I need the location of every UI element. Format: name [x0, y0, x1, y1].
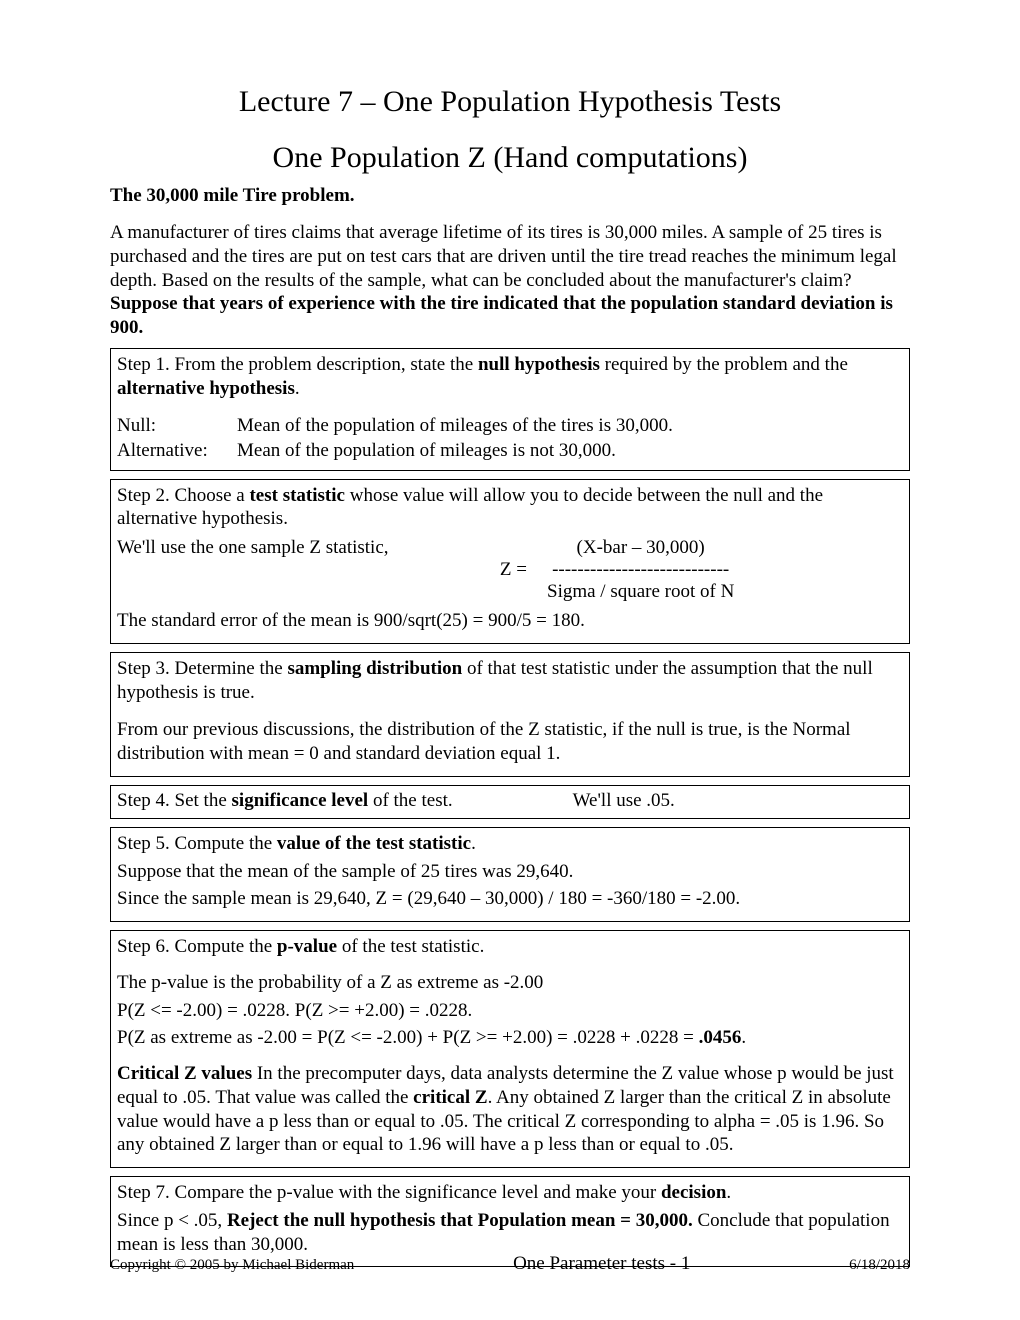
step7-conclusion: Since p < .05, Reject the null hypothesi…	[117, 1209, 903, 1257]
step3-body: From our previous discussions, the distr…	[117, 718, 903, 766]
null-hypothesis-row: Null: Mean of the population of mileages…	[117, 414, 903, 439]
z-equals: Z =	[397, 559, 547, 581]
step3-box: Step 3. Determine the sampling distribut…	[110, 652, 910, 777]
t: alternative hypothesis	[117, 378, 295, 399]
step5-box: Step 5. Compute the value of the test st…	[110, 827, 910, 922]
t: Step 1. From the problem description, st…	[117, 354, 478, 375]
page-footer: Copyright © 2005 by Michael Biderman One…	[110, 1253, 910, 1275]
step7-heading: Step 7. Compare the p-value with the sig…	[117, 1181, 903, 1205]
critical-z-paragraph: Critical Z values In the precomputer day…	[117, 1062, 903, 1157]
t: test statistic	[249, 485, 345, 506]
t: .	[726, 1182, 731, 1203]
intro-paragraph: A manufacturer of tires claims that aver…	[110, 221, 910, 340]
t: Step 6. Compute the	[117, 936, 277, 957]
t: .	[741, 1027, 746, 1048]
intro-bold: Suppose that years of experience with th…	[110, 293, 893, 338]
step6-l2: The p-value is the probability of a Z as…	[117, 971, 903, 995]
frac-line: ----------------------------	[547, 559, 734, 581]
t: value of the test statistic	[277, 833, 471, 854]
step4-heading: Step 4. Set the significance level of th…	[117, 790, 453, 812]
step2-box: Step 2. Choose a test statistic whose va…	[110, 479, 910, 644]
step2-heading: Step 2. Choose a test statistic whose va…	[117, 484, 903, 532]
step4-box: Step 4. Set the significance level of th…	[110, 785, 910, 819]
alt-label: Alternative:	[117, 439, 237, 464]
section-title: One Population Z (Hand computations)	[110, 141, 910, 175]
step6-box: Step 6. Compute the p-value of the test …	[110, 930, 910, 1168]
step4-row: Step 4. Set the significance level of th…	[117, 790, 903, 812]
t: Since p < .05,	[117, 1210, 227, 1231]
t: null hypothesis	[478, 354, 600, 375]
t: Step 4. Set the	[117, 790, 232, 811]
step1-box: Step 1. From the problem description, st…	[110, 348, 910, 471]
reject-statement: Reject the null hypothesis that Populati…	[227, 1210, 693, 1231]
t: required by the problem and the	[600, 354, 848, 375]
alt-hypothesis-row: Alternative: Mean of the population of m…	[117, 439, 903, 464]
alt-text: Mean of the population of mileages is no…	[237, 439, 616, 464]
t: Step 2. Choose a	[117, 485, 249, 506]
step6-l4: P(Z as extreme as -2.00 = P(Z <= -2.00) …	[117, 1026, 903, 1050]
t: Step 5. Compute the	[117, 833, 277, 854]
step6-heading: Step 6. Compute the p-value of the test …	[117, 935, 903, 959]
step3-heading: Step 3. Determine the sampling distribut…	[117, 657, 903, 705]
t: Step 7. Compare the p-value with the sig…	[117, 1182, 661, 1203]
t: significance level	[232, 790, 369, 811]
step6-l3: P(Z <= -2.00) = .0228. P(Z >= +2.00) = .…	[117, 999, 903, 1023]
step5-l2: Suppose that the mean of the sample of 2…	[117, 860, 903, 884]
null-label: Null:	[117, 414, 237, 439]
step5-heading: Step 5. Compute the value of the test st…	[117, 832, 903, 856]
standard-error: The standard error of the mean is 900/sq…	[117, 609, 903, 633]
t: sampling distribution	[287, 658, 462, 679]
fraction: (X-bar – 30,000) -----------------------…	[547, 537, 734, 603]
t: decision	[661, 1182, 726, 1203]
t: of the test.	[368, 790, 452, 811]
p-value-result: .0456	[699, 1027, 742, 1048]
step5-l3: Since the sample mean is 29,640, Z = (29…	[117, 887, 903, 911]
t: P(Z as extreme as -2.00 = P(Z <= -2.00) …	[117, 1027, 699, 1048]
formula-intro: We'll use the one sample Z statistic,	[117, 537, 399, 559]
t: critical Z	[413, 1087, 487, 1108]
intro-text: A manufacturer of tires claims that aver…	[110, 222, 897, 291]
footer-page: One Parameter tests - 1	[513, 1253, 690, 1275]
frac-denominator: Sigma / square root of N	[547, 581, 734, 603]
t: of the test statistic.	[337, 936, 484, 957]
t: .	[295, 378, 300, 399]
t: .	[471, 833, 476, 854]
t: Step 3. Determine the	[117, 658, 287, 679]
step1-heading: Step 1. From the problem description, st…	[117, 353, 903, 401]
t: p-value	[277, 936, 337, 957]
critical-z-bold: Critical Z values	[117, 1063, 252, 1084]
footer-date: 6/18/2018	[849, 1257, 910, 1274]
frac-numerator: (X-bar – 30,000)	[547, 537, 734, 559]
step4-value: We'll use .05.	[453, 790, 675, 812]
lecture-title: Lecture 7 – One Population Hypothesis Te…	[110, 85, 910, 119]
footer-copyright: Copyright © 2005 by Michael Biderman	[110, 1257, 354, 1274]
problem-title: The 30,000 mile Tire problem.	[110, 185, 910, 207]
null-text: Mean of the population of mileages of th…	[237, 414, 673, 439]
